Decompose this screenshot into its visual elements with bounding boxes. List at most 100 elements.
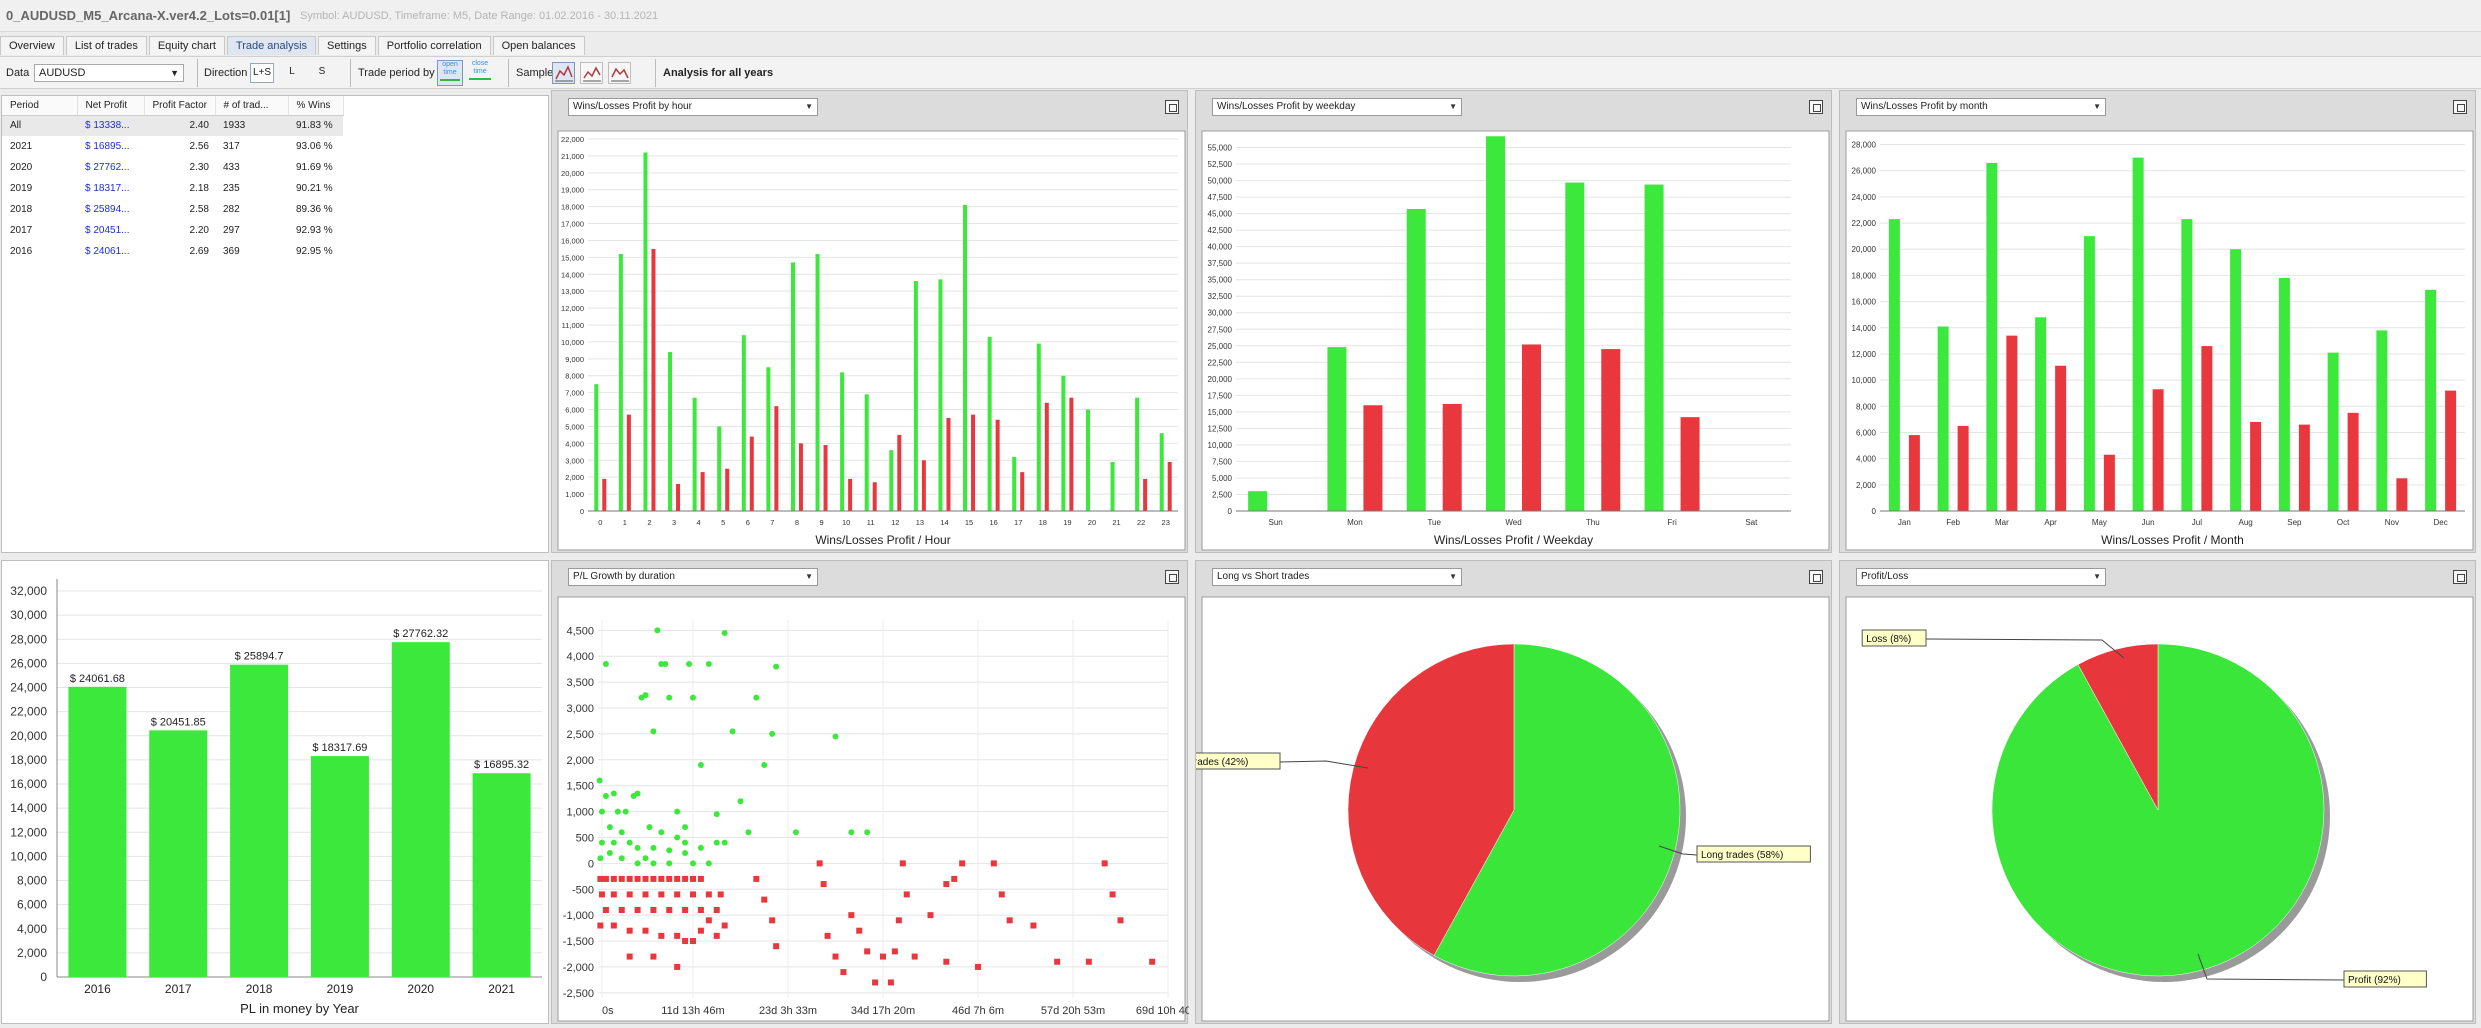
bar-value-label: $ 27762.32 — [393, 628, 448, 640]
loss-point — [1054, 958, 1061, 965]
table-row[interactable]: 2020 $ 27762... 2.30 433 91.69 % — [2, 157, 343, 178]
win-bar — [741, 335, 746, 511]
month-chart-select[interactable]: Wins/Losses Profit by month ▼ — [1856, 98, 2106, 116]
chevron-down-icon: ▼ — [805, 102, 813, 111]
col-period[interactable]: Period — [2, 96, 78, 116]
x-tick-label: 23d 3h 33m — [759, 1005, 817, 1017]
loss-bar — [602, 478, 607, 511]
title-bar: 0_AUDUSD_M5_Arcana-X.ver4.2_Lots=0.01[1]… — [0, 0, 2481, 32]
maximize-icon[interactable] — [1809, 100, 1823, 114]
x-tick-label: 2 — [647, 518, 651, 527]
year-bar — [472, 773, 531, 977]
sample-all-icon[interactable] — [552, 62, 575, 84]
y-tick-label: 22,500 — [1208, 358, 1233, 367]
y-tick-label: 40,000 — [1208, 243, 1233, 252]
duration-chart-select[interactable]: P/L Growth by duration ▼ — [568, 568, 818, 586]
table-row[interactable]: All $ 13338... 2.40 1933 91.83 % — [2, 115, 343, 136]
loss-bar — [626, 414, 631, 511]
y-tick-label: 0 — [1228, 507, 1233, 516]
loss-bar — [2396, 478, 2408, 511]
chevron-down-icon: ▼ — [2093, 102, 2101, 111]
y-tick-label: 14,000 — [561, 270, 584, 279]
sample-in-icon[interactable] — [580, 62, 603, 84]
x-tick-label: May — [2092, 518, 2107, 527]
cell-net-profit: $ 25894... — [85, 204, 130, 215]
win-point — [674, 834, 681, 841]
loss-point — [626, 891, 633, 898]
x-tick-label: 4 — [697, 518, 701, 527]
x-tick-label: Sun — [1269, 518, 1283, 527]
win-point — [666, 860, 673, 867]
table-row[interactable]: 2021 $ 16895... 2.56 317 93.06 % — [2, 136, 343, 157]
loss-bar — [1020, 472, 1025, 511]
table-row[interactable]: 2018 $ 25894... 2.58 282 89.36 % — [2, 199, 343, 220]
cell-profit-factor: 2.58 — [189, 204, 209, 215]
table-row[interactable]: 2017 $ 20451... 2.20 297 92.93 % — [2, 220, 343, 241]
col-profit-factor[interactable]: Profit Factor — [144, 96, 216, 116]
win-bar — [692, 397, 697, 511]
hour-chart-select-label: Wins/Losses Profit by hour — [573, 101, 692, 112]
open-time-button[interactable]: open time — [437, 60, 463, 86]
close-time-button[interactable]: close time — [467, 60, 493, 86]
loss-point — [597, 875, 604, 882]
tab-trade-analysis[interactable]: Trade analysis — [226, 36, 317, 55]
tab-list-of-trades[interactable]: List of trades — [65, 36, 147, 55]
y-tick-label: 45,000 — [1208, 210, 1233, 219]
y-tick-label: 2,000 — [566, 755, 594, 767]
y-tick-label: 8,000 — [1856, 402, 1877, 411]
label-leader-line — [1925, 638, 2125, 659]
data-select[interactable]: AUDUSD ▼ — [34, 64, 184, 82]
x-tick-label: 2017 — [165, 982, 192, 996]
maximize-icon[interactable] — [1809, 570, 1823, 584]
col-net-profit[interactable]: Net Profit — [77, 96, 145, 116]
loss-bar — [2445, 390, 2457, 511]
weekday-chart-select[interactable]: Wins/Losses Profit by weekday ▼ — [1212, 98, 1462, 116]
tab-open-balances[interactable]: Open balances — [492, 36, 585, 55]
tab-equity-chart[interactable]: Equity chart — [148, 36, 225, 55]
sample-out-icon[interactable] — [608, 62, 631, 84]
longshort-chart-select[interactable]: Long vs Short trades ▼ — [1212, 568, 1462, 586]
x-tick-label: 7 — [770, 518, 774, 527]
direction-short-button[interactable]: S — [318, 66, 326, 77]
win-point — [848, 829, 855, 836]
y-tick-label: 11,000 — [562, 321, 584, 330]
profitloss-chart-select[interactable]: Profit/Loss ▼ — [1856, 568, 2106, 586]
x-tick-label: 2019 — [327, 982, 354, 996]
cell-profit-factor: 2.56 — [189, 141, 209, 152]
y-tick-label: 52,500 — [1208, 160, 1233, 169]
y-tick-label: 16,000 — [561, 236, 584, 245]
y-tick-label: 3,000 — [566, 703, 594, 715]
x-tick-label: 16 — [989, 518, 997, 527]
win-bar — [717, 426, 722, 511]
tab-settings[interactable]: Settings — [318, 36, 376, 55]
direction-long-button[interactable]: L — [289, 66, 295, 77]
x-tick-label: Dec — [2434, 518, 2448, 527]
win-point — [642, 855, 649, 862]
hour-chart: 0 1,000 2,000 3,000 4,000 5,000 6,000 7,000 8,00… — [557, 130, 1186, 551]
y-tick-label: 15,000 — [561, 253, 584, 262]
x-tick-label: 13 — [916, 518, 924, 527]
table-row[interactable]: 2016 $ 24061... 2.69 369 92.95 % — [2, 241, 343, 262]
hour-chart-select[interactable]: Wins/Losses Profit by hour ▼ — [568, 98, 818, 116]
col-wins[interactable]: % Wins — [288, 96, 344, 116]
maximize-icon[interactable] — [1165, 570, 1179, 584]
cell-net-profit: $ 13338... — [77, 115, 144, 136]
weekday-panel: 0 2,500 5,000 7,500 10,000 12,500 15,000 17,500… — [1195, 90, 1832, 553]
loss-point — [626, 927, 633, 934]
win-point — [626, 839, 633, 846]
win-point — [622, 808, 629, 815]
cell-profit-factor: 2.20 — [189, 225, 209, 236]
maximize-icon[interactable] — [2453, 570, 2467, 584]
col-trades[interactable]: # of trad... — [215, 96, 289, 116]
direction-both-button[interactable]: L+S — [250, 63, 274, 83]
maximize-icon[interactable] — [1165, 100, 1179, 114]
tab-overview[interactable]: Overview — [0, 36, 64, 55]
maximize-icon[interactable] — [2453, 100, 2467, 114]
win-point — [662, 661, 669, 668]
loss-point — [864, 948, 871, 955]
loss-point — [721, 922, 728, 929]
table-row[interactable]: 2019 $ 18317... 2.18 235 90.21 % — [2, 178, 343, 199]
win-bar — [1012, 456, 1017, 511]
tab-portfolio-correlation[interactable]: Portfolio correlation — [377, 36, 491, 55]
loss-bar — [1601, 349, 1621, 511]
